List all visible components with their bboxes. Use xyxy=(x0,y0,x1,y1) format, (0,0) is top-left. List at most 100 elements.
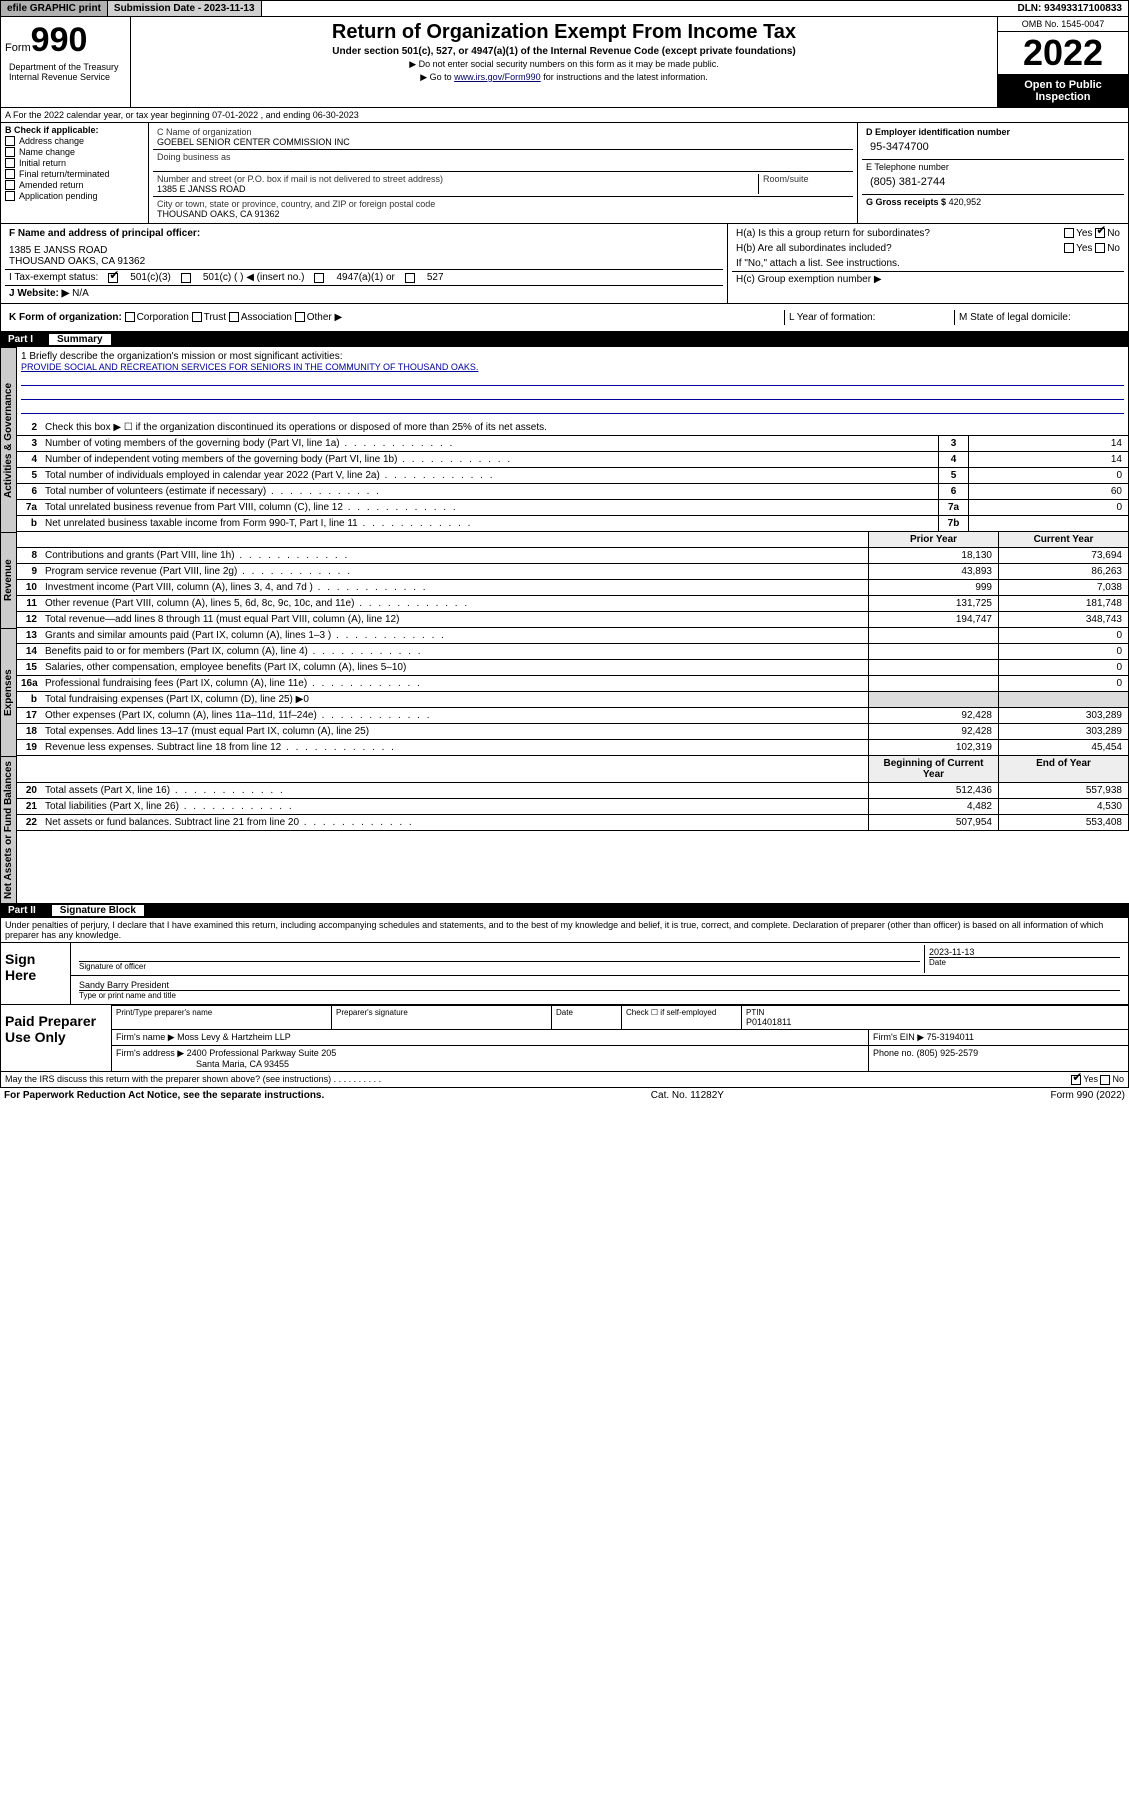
irs-link[interactable]: www.irs.gov/Form990 xyxy=(454,72,541,82)
cb-other[interactable] xyxy=(295,312,305,322)
line9-curr: 86,263 xyxy=(998,564,1128,579)
penalties-text: Under penalties of perjury, I declare th… xyxy=(1,918,1128,943)
section-a-period: A For the 2022 calendar year, or tax yea… xyxy=(0,108,1129,123)
org-address: 1385 E JANSS ROAD xyxy=(157,184,758,194)
topbar: efile GRAPHIC print Submission Date - 20… xyxy=(0,0,1129,17)
line18-prior: 92,428 xyxy=(868,724,998,739)
footer: For Paperwork Reduction Act Notice, see … xyxy=(0,1088,1129,1103)
sign-here-label: Sign Here xyxy=(1,943,71,1004)
efile-button[interactable]: efile GRAPHIC print xyxy=(1,1,108,16)
ptin-value: P01401811 xyxy=(746,1017,1124,1027)
line11-curr: 181,748 xyxy=(998,596,1128,611)
firm-phone: (805) 925-2579 xyxy=(917,1048,979,1058)
firm-ein: 75-3194011 xyxy=(927,1032,974,1042)
cb-address-change[interactable] xyxy=(5,136,15,146)
org-city: THOUSAND OAKS, CA 91362 xyxy=(157,209,849,219)
discuss-question: May the IRS discuss this return with the… xyxy=(5,1074,381,1085)
cb-discuss-yes[interactable] xyxy=(1071,1075,1081,1085)
form-title: Return of Organization Exempt From Incom… xyxy=(139,21,989,44)
cb-ha-no[interactable] xyxy=(1095,228,1105,238)
cb-final-return[interactable] xyxy=(5,169,15,179)
line12-curr: 348,743 xyxy=(998,612,1128,627)
line12-prior: 194,747 xyxy=(868,612,998,627)
part2-header: Part IISignature Block xyxy=(0,903,1129,918)
line6-value: 60 xyxy=(968,484,1128,499)
sign-date: 2023-11-13 xyxy=(929,947,1120,957)
cb-amended-return[interactable] xyxy=(5,180,15,190)
line20-end: 557,938 xyxy=(998,783,1128,798)
expenses-block: Expenses 13Grants and similar amounts pa… xyxy=(0,628,1129,756)
part1-header: Part ISummary xyxy=(0,332,1129,347)
col-d-ids: D Employer identification number 95-3474… xyxy=(858,123,1128,223)
line16a-curr: 0 xyxy=(998,676,1128,691)
open-public-badge: Open to Public Inspection xyxy=(998,75,1128,107)
line4-value: 14 xyxy=(968,452,1128,467)
line22-end: 553,408 xyxy=(998,815,1128,830)
cat-number: Cat. No. 11282Y xyxy=(651,1090,724,1101)
row-k-l-m: K Form of organization: Corporation Trus… xyxy=(0,304,1129,332)
line7a-value: 0 xyxy=(968,500,1128,515)
omb-number: OMB No. 1545-0047 xyxy=(998,17,1128,32)
officer-addr2: THOUSAND OAKS, CA 91362 xyxy=(9,256,719,267)
line10-prior: 999 xyxy=(868,580,998,595)
cb-name-change[interactable] xyxy=(5,147,15,157)
cb-initial-return[interactable] xyxy=(5,158,15,168)
tax-year: 2022 xyxy=(998,32,1128,75)
line18-curr: 303,289 xyxy=(998,724,1128,739)
cb-501c3[interactable] xyxy=(108,273,118,283)
line15-curr: 0 xyxy=(998,660,1128,675)
line17-curr: 303,289 xyxy=(998,708,1128,723)
cb-ha-yes[interactable] xyxy=(1064,228,1074,238)
officer-addr1: 1385 E JANSS ROAD xyxy=(9,239,719,256)
revenue-block: Revenue Prior YearCurrent Year 8Contribu… xyxy=(0,532,1129,628)
form-ref: Form 990 (2022) xyxy=(1051,1090,1125,1101)
firm-name: Moss Levy & Hartzheim LLP xyxy=(177,1032,291,1042)
note-link: ▶ Go to www.irs.gov/Form990 for instruct… xyxy=(139,72,989,83)
gross-receipts: 420,952 xyxy=(949,197,982,207)
firm-addr2: Santa Maria, CA 93455 xyxy=(116,1059,864,1069)
line20-begin: 512,436 xyxy=(868,783,998,798)
line19-curr: 45,454 xyxy=(998,740,1128,755)
line13-curr: 0 xyxy=(998,628,1128,643)
row-f-h: F Name and address of principal officer:… xyxy=(0,224,1129,304)
cb-4947[interactable] xyxy=(314,273,324,283)
cb-assoc[interactable] xyxy=(229,312,239,322)
line21-begin: 4,482 xyxy=(868,799,998,814)
cb-hb-yes[interactable] xyxy=(1064,243,1074,253)
line8-prior: 18,130 xyxy=(868,548,998,563)
cb-527[interactable] xyxy=(405,273,415,283)
submission-date-button[interactable]: Submission Date - 2023-11-13 xyxy=(108,1,262,16)
cb-hb-no[interactable] xyxy=(1095,243,1105,253)
form-subtitle: Under section 501(c), 527, or 4947(a)(1)… xyxy=(139,46,989,57)
phone-value: (805) 381-2744 xyxy=(866,172,1120,192)
line10-curr: 7,038 xyxy=(998,580,1128,595)
line9-prior: 43,893 xyxy=(868,564,998,579)
form-number: Form990 xyxy=(5,21,126,60)
line14-prior xyxy=(868,644,998,659)
cb-application-pending[interactable] xyxy=(5,191,15,201)
dept-label: Department of the Treasury Internal Reve… xyxy=(5,60,126,84)
line11-prior: 131,725 xyxy=(868,596,998,611)
vert-label-netassets: Net Assets or Fund Balances xyxy=(0,756,17,903)
cb-trust[interactable] xyxy=(192,312,202,322)
note-ssn: ▶ Do not enter social security numbers o… xyxy=(139,59,989,70)
col-b-checkboxes: B Check if applicable: Address change Na… xyxy=(1,123,149,223)
line15-prior xyxy=(868,660,998,675)
cb-501c[interactable] xyxy=(181,273,191,283)
entity-info-row: B Check if applicable: Address change Na… xyxy=(0,123,1129,224)
org-name: GOEBEL SENIOR CENTER COMMISSION INC xyxy=(157,137,849,147)
line19-prior: 102,319 xyxy=(868,740,998,755)
ein-value: 95-3474700 xyxy=(866,137,1120,157)
website-value: N/A xyxy=(72,288,89,299)
officer-name: Sandy Barry President xyxy=(79,980,1120,990)
pra-notice: For Paperwork Reduction Act Notice, see … xyxy=(4,1090,324,1101)
cb-corp[interactable] xyxy=(125,312,135,322)
line22-begin: 507,954 xyxy=(868,815,998,830)
cb-discuss-no[interactable] xyxy=(1100,1075,1110,1085)
line3-value: 14 xyxy=(968,436,1128,451)
mission-text: PROVIDE SOCIAL AND RECREATION SERVICES F… xyxy=(21,362,1124,372)
line8-curr: 73,694 xyxy=(998,548,1128,563)
vert-label-governance: Activities & Governance xyxy=(0,347,17,532)
line21-end: 4,530 xyxy=(998,799,1128,814)
signature-block: Under penalties of perjury, I declare th… xyxy=(0,918,1129,1088)
